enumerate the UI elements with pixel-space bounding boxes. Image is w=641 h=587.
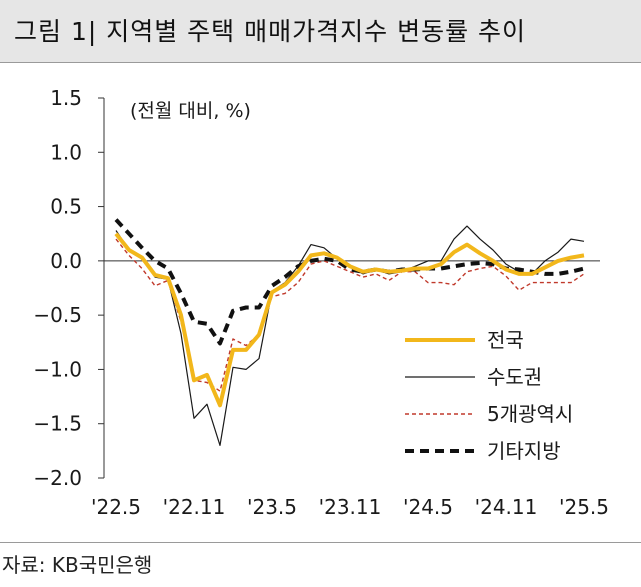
- y-tick-label: −1.0: [33, 357, 82, 381]
- source-note: 자료: KB국민은행: [2, 553, 153, 577]
- figure-title: 그림 1| 지역별 주택 매매가격지수 변동률 추이: [14, 17, 527, 46]
- legend-label-2: 수도권: [487, 365, 542, 389]
- y-tick-label: −1.5: [33, 412, 82, 436]
- y-tick-label: −0.5: [33, 303, 82, 327]
- x-tick-label: '25.5: [559, 495, 609, 519]
- x-tick-label: '24.5: [403, 495, 453, 519]
- y-tick-label: −2.0: [33, 466, 82, 490]
- y-tick-label: 0.5: [50, 195, 82, 219]
- x-tick-label: '24.11: [475, 495, 538, 519]
- x-tick-label: '23.5: [247, 495, 297, 519]
- chart-area: 1.5 1.0 0.5 0.0 −0.5 −1.0 −1.5 −2.0 '22.5 '22.11 '…: [0, 62, 641, 540]
- y-tick-label: 0.0: [50, 249, 82, 273]
- legend-label-4: 기타지방: [487, 439, 561, 463]
- x-tick-label: '22.11: [163, 495, 226, 519]
- legend-label-1: 전국: [487, 328, 524, 352]
- source-divider: [0, 542, 641, 543]
- y-tick-label: 1.0: [50, 140, 82, 164]
- series-line-4: [114, 218, 585, 346]
- y-tick-label: 1.5: [50, 86, 82, 110]
- x-tick-label: '23.11: [319, 495, 382, 519]
- legend-label-3: 5개광역시: [487, 402, 573, 426]
- title-bar: 그림 1| 지역별 주택 매매가격지수 변동률 추이: [0, 0, 641, 63]
- unit-label: (전월 대비, %): [130, 100, 251, 122]
- x-tick-label: '22.5: [91, 495, 141, 519]
- series-line-1: [114, 232, 585, 408]
- line-chart: 1.5 1.0 0.5 0.0 −0.5 −1.0 −1.5 −2.0 '22.5 '22.11 '…: [33, 86, 609, 519]
